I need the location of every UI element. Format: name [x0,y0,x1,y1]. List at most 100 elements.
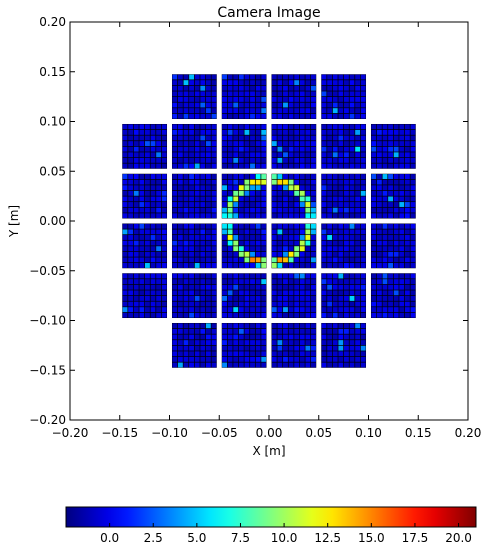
camera-pixel [172,340,178,346]
camera-pixel [332,312,338,318]
camera-pixel [349,345,355,351]
camera-pixel [388,301,394,307]
camera-pixel [205,202,211,207]
camera-pixel [327,328,333,334]
camera-pixel [338,263,344,268]
camera-pixel [133,213,139,219]
camera-pixel [299,157,305,163]
camera-pixel [144,190,150,196]
camera-pixel [349,328,355,334]
camera-pixel [410,207,416,213]
camera-pixel [261,80,267,86]
camera-pixel [255,163,261,169]
camera-pixel [194,284,200,290]
camera-pixel [277,356,283,362]
camera-pixel [255,113,261,119]
camera-pixel [311,85,316,91]
camera-pixel [222,273,227,279]
camera-pixel [183,207,189,213]
camera-pixel [299,229,305,235]
camera-pixel [133,284,139,290]
camera-pixel [410,129,416,135]
camera-pixel [144,179,150,185]
camera-pixel [393,179,399,185]
camera-pixel [255,295,261,301]
camera-pixel [189,163,195,169]
camera-pixel [238,284,244,290]
camera-pixel [343,179,349,185]
camera-pixel [233,96,239,102]
camera-pixel [271,356,277,362]
camera-pixel [233,351,239,357]
camera-pixel [189,80,195,86]
camera-pixel [283,96,288,102]
camera-pixel [327,223,333,229]
camera-pixel [349,113,355,119]
camera-pixel [376,263,382,268]
camera-pixel [194,152,200,158]
camera-pixel [156,257,162,263]
camera-pixel [211,91,217,97]
camera-pixel [222,334,227,340]
camera-pixel [227,312,233,318]
camera-pixel [321,135,327,141]
camera-pixel [161,223,167,229]
camera-pixel [200,190,206,196]
camera-pixel [283,80,288,86]
camera-pixel [294,334,300,340]
camera-pixel [327,91,333,97]
camera-pixel [177,362,183,368]
camera-pixel [343,196,349,202]
camera-pixel [161,179,167,185]
camera-pixel [332,213,338,219]
camera-pixel [255,213,261,219]
camera-pixel [200,362,206,368]
camera-pixel [343,312,349,318]
camera-pixel [222,295,227,301]
camera-pixel [250,202,255,207]
camera-pixel [189,301,195,307]
camera-pixels [122,74,416,368]
camera-pixel [327,124,333,130]
camera-pixel [305,223,311,229]
camera-pixel [172,290,178,296]
camera-pixel [283,279,288,285]
camera-pixel [200,229,206,235]
camera-pixel [238,295,244,301]
camera-pixel [355,108,361,114]
camera-pixel [321,290,327,296]
camera-pixel [238,273,244,279]
camera-pixel [283,323,288,329]
camera-pixel [183,113,189,119]
x-tick-label: 0.20 [455,426,482,440]
camera-pixel [255,307,261,313]
camera-pixel [194,141,200,147]
camera-pixel [255,74,261,80]
camera-pixel [283,340,288,346]
camera-pixel [161,190,167,196]
camera-pixel [299,301,305,307]
camera-pixel [360,362,366,368]
camera-pixel [161,273,167,279]
camera-pixel [200,284,206,290]
camera-pixel [327,235,333,240]
camera-pixel [150,246,156,252]
camera-pixel [382,213,388,219]
camera-pixel [410,146,416,152]
camera-pixel [288,74,294,80]
camera-pixel [233,307,239,313]
camera-pixel [205,113,211,119]
camera-pixel [150,179,156,185]
camera-pixel [271,85,277,91]
camera-pixel [338,157,344,163]
camera-module [321,123,367,169]
camera-pixel [183,323,189,329]
camera-pixel [399,174,405,179]
camera-pixel [283,124,288,130]
camera-pixel [388,273,394,279]
camera-pixel [393,141,399,147]
camera-pixel [410,179,416,185]
camera-pixel [255,334,261,340]
camera-pixel [144,301,150,307]
camera-pixel [410,273,416,279]
